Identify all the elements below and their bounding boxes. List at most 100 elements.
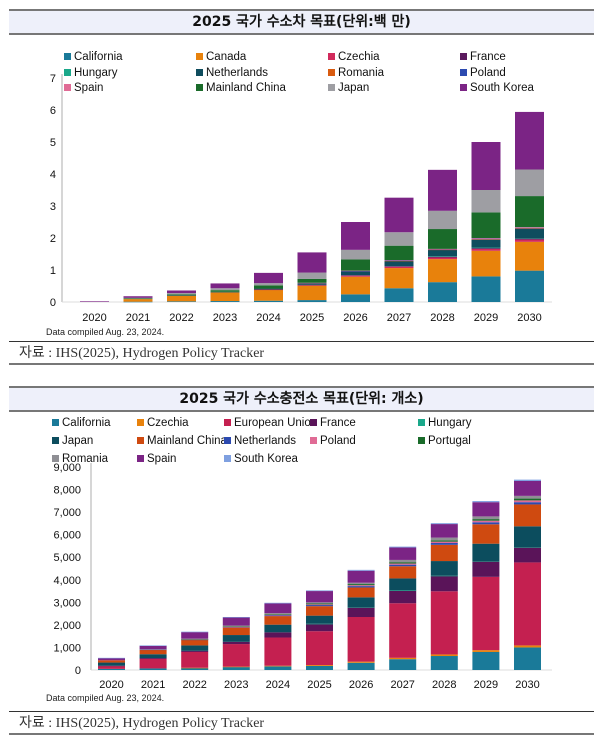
x-tick-label: 2020 — [82, 312, 106, 324]
bar-segment-portugal-2030 — [514, 498, 541, 501]
bar-segment-poland-2026 — [347, 585, 375, 587]
bar-segment-south-korea-2030 — [514, 479, 541, 481]
bar-segment-portugal-2028 — [430, 540, 458, 542]
bar-segment-california-2027 — [384, 288, 414, 302]
bar-segment-south-korea-2022 — [167, 290, 196, 294]
bar-segment-south-korea-2024 — [254, 272, 283, 284]
bar-segment-mainland-china-2023 — [210, 290, 240, 292]
bar-segment-california-2025 — [306, 665, 333, 670]
bar-segment-mainland-china-2027 — [389, 566, 417, 579]
legend-item-portugal: Portugal — [418, 435, 471, 447]
x-tick-label: 2024 — [256, 312, 280, 324]
x-tick-label: 2025 — [300, 312, 324, 324]
legend-label: Romania — [338, 66, 385, 79]
x-tick-label: 2029 — [474, 679, 498, 691]
bar-segment-california-2022 — [181, 667, 209, 670]
legend-item-poland: Poland — [460, 67, 506, 79]
legend-label: Hungary — [428, 417, 472, 429]
y-tick-label: 4 — [50, 169, 56, 181]
legend-swatch-icon — [64, 53, 71, 60]
legend-item-european-union: European Union — [224, 417, 317, 429]
bar-segment-france-2030 — [515, 238, 544, 240]
bar-segment-european-union-2026 — [347, 616, 375, 662]
legend-label: California — [74, 51, 123, 63]
bar-segment-romania-2030 — [514, 495, 541, 499]
bar-segment-spain-2027 — [384, 260, 414, 261]
bar-segment-france-2023 — [222, 641, 250, 645]
bar-segment-czechia-2029 — [472, 650, 500, 652]
bar-segment-netherlands-2029 — [471, 239, 501, 248]
bar-segment-mainland-china-2024 — [254, 285, 283, 289]
chart1-title-bar: 2025 국가 수소차 목표(단위:백 만) — [9, 9, 594, 35]
bar-segment-european-union-2020 — [98, 666, 125, 669]
bar-segment-mainland-china-2023 — [222, 627, 250, 636]
bar-segment-japan-2030 — [515, 169, 544, 197]
bar-segment-czechia-2023 — [222, 666, 250, 668]
bar-segment-japan-2023 — [210, 288, 240, 291]
bar-segment-south-korea-2021 — [139, 645, 167, 647]
legend-swatch-icon — [418, 419, 425, 426]
bar-segment-california-2029 — [472, 651, 500, 670]
bar-segment-south-korea-2028 — [430, 523, 458, 525]
bar-segment-france-2020 — [98, 665, 125, 667]
chart1-title: 2025 국가 수소차 목표(단위:백 만) — [192, 14, 411, 30]
bar-segment-mainland-china-2020 — [98, 660, 125, 663]
bar-segment-spain-2028 — [428, 248, 457, 250]
x-tick-label: 2030 — [515, 679, 539, 691]
bar-segment-netherlands-2025 — [297, 283, 327, 285]
legend-label: Japan — [338, 82, 370, 94]
bar-segment-romania-2021 — [139, 649, 167, 650]
x-tick-label: 2026 — [343, 312, 367, 324]
bar-segment-spain-2026 — [341, 270, 370, 272]
legend-label: Mainland China — [206, 82, 286, 94]
bar-segment-japan-2022 — [167, 293, 196, 295]
bar-segment-california-2027 — [389, 659, 417, 670]
bar-segment-netherlands-2028 — [428, 249, 457, 257]
bar-segment-spain-2027 — [389, 547, 417, 560]
bar-segment-czechia-2029 — [471, 248, 501, 251]
bar-segment-portugal-2027 — [389, 562, 417, 564]
bar-segment-czechia-2027 — [389, 657, 417, 660]
bar-segment-netherlands-2030 — [514, 502, 541, 505]
bar-segment-japan-2027 — [384, 232, 414, 246]
bar-segment-south-korea-2020 — [80, 301, 109, 302]
y-tick-label: 5,000 — [53, 552, 81, 564]
bar-segment-mainland-china-2021 — [123, 298, 153, 300]
bar-segment-canada-2021 — [123, 299, 153, 302]
legend-swatch-icon — [196, 68, 203, 76]
bar-segment-hungary-2030 — [514, 547, 541, 548]
legend-label: Mainland China — [147, 435, 227, 447]
x-tick-label: 2026 — [349, 679, 373, 691]
bar-segment-poland-2030 — [514, 500, 541, 503]
bar-segment-hungary-2029 — [471, 247, 501, 249]
bar-segment-mainland-china-2022 — [181, 640, 209, 646]
bar-segment-japan-2024 — [254, 283, 283, 286]
bar-segment-czechia-2025 — [297, 285, 327, 286]
bar-segment-south-korea-2030 — [515, 111, 544, 170]
x-tick-label: 2028 — [430, 312, 454, 324]
legend-swatch-icon — [328, 84, 335, 91]
bar-segment-spain-2026 — [347, 570, 375, 583]
bar-segment-canada-2025 — [297, 285, 327, 301]
bar-segment-spain-2029 — [472, 502, 500, 517]
bar-segment-japan-2030 — [514, 526, 541, 548]
bar-segment-european-union-2025 — [306, 631, 333, 666]
bar-segment-south-korea-2027 — [384, 197, 414, 233]
bar-segment-france-2029 — [472, 561, 500, 577]
legend-item-south-korea: South Korea — [224, 453, 298, 465]
x-tick-label: 2023 — [224, 679, 248, 691]
bar-segment-poland-2030 — [515, 227, 544, 229]
bar-segment-mainland-china-2025 — [306, 606, 333, 616]
legend-label: Spain — [74, 82, 104, 94]
chart1-note: Data compiled Aug. 23, 2024. — [46, 327, 165, 337]
bar-segment-canada-2030 — [515, 241, 544, 271]
legend-swatch-icon — [328, 53, 335, 60]
bar-segment-france-2027 — [389, 590, 417, 604]
bar-segment-poland-2029 — [471, 238, 501, 240]
bar-segment-romania-2029 — [472, 516, 500, 520]
bar-segment-netherlands-2022 — [167, 295, 196, 296]
chart2-legend: California Czechia European Union France Hun… — [52, 417, 592, 469]
bar-segment-romania-2025 — [306, 602, 333, 604]
bar-segment-european-union-2022 — [181, 651, 209, 668]
bar-segment-romania-2030 — [515, 228, 544, 229]
